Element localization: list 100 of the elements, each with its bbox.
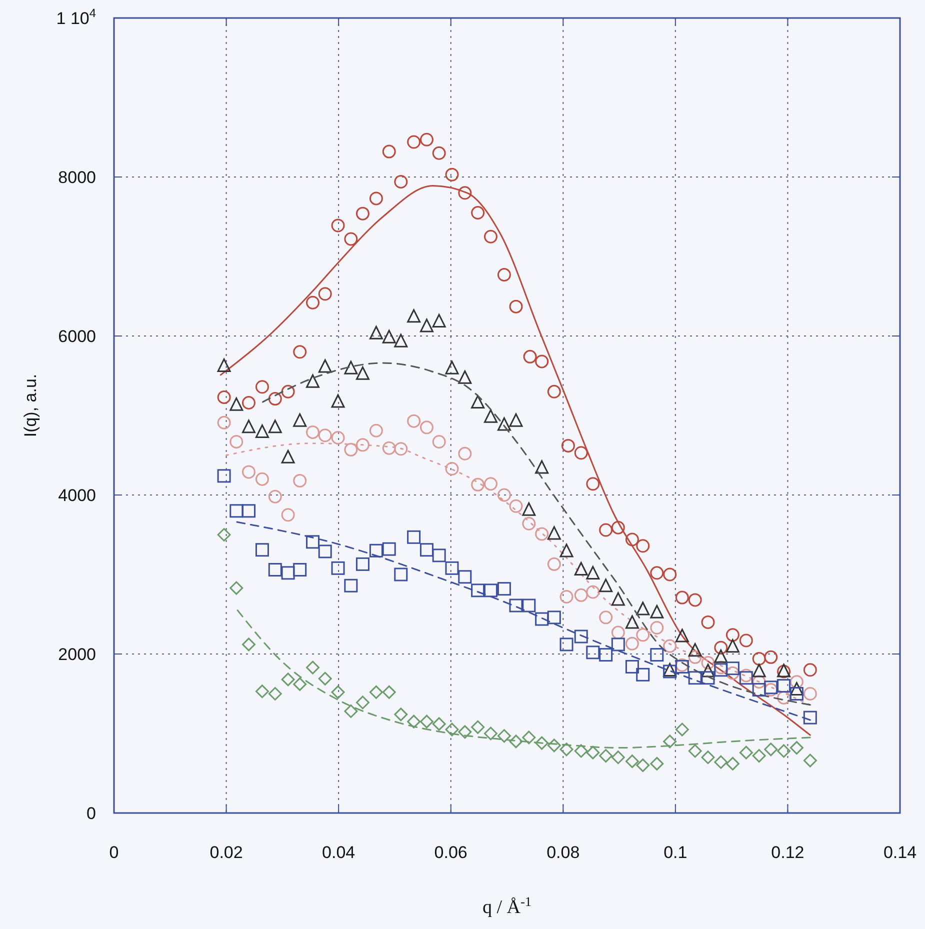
point [382,441,396,455]
point [586,477,600,491]
point [803,687,817,700]
point [420,714,434,728]
point [574,446,588,460]
point [293,562,307,576]
point [445,360,459,374]
point [611,592,625,606]
point [650,621,664,635]
point [484,409,498,423]
point [382,542,396,556]
point [522,502,536,516]
point [306,660,320,674]
point [445,462,459,476]
point [509,413,523,427]
point [636,539,650,553]
point [547,526,561,540]
point [790,741,804,755]
y-tick-label: 6000 [58,327,96,346]
point [484,726,498,740]
point [407,135,421,149]
point [268,392,282,406]
point [230,504,244,518]
point [471,584,485,598]
point [739,668,753,682]
point [752,683,766,697]
point [458,186,472,200]
x-tick-label: 0.08 [546,843,580,862]
point [560,590,574,604]
point [714,649,728,663]
point [650,566,664,580]
point [217,358,231,372]
point [318,287,332,301]
point [369,685,383,699]
point [688,593,702,607]
point [586,585,600,599]
point [599,610,613,624]
point [701,664,715,678]
point [688,671,702,685]
point [663,734,677,748]
point [484,477,498,491]
point [255,543,269,557]
point [803,663,817,677]
point [318,672,332,686]
x-tick-label: 0.14 [883,843,917,862]
point [497,729,511,743]
point [394,334,408,348]
point [344,232,358,246]
point [293,413,307,427]
point [306,374,320,388]
x-tick-label: 0.04 [322,843,356,862]
point [650,648,664,662]
point [739,671,753,685]
point [242,396,256,410]
x-tick-label: 0.02 [210,843,243,862]
point [739,746,753,760]
point [663,568,677,582]
y-tick-label: 1 10$^{4}$ [56,6,96,28]
point [586,566,600,580]
point [777,744,791,758]
point [394,708,408,722]
point [471,478,485,492]
point [574,588,588,602]
point [356,366,370,380]
point [752,664,766,678]
point [407,414,421,428]
point [547,384,561,398]
point [714,640,728,654]
point [356,206,370,220]
point [242,465,256,479]
point [764,742,778,756]
point [497,268,511,282]
point [255,472,269,486]
point [255,684,269,698]
point [331,218,345,232]
point [217,528,231,542]
point [509,499,523,513]
point [790,687,804,700]
line-series [220,184,811,736]
point [268,687,282,700]
point [242,504,256,518]
point [217,390,231,404]
point [611,638,625,652]
x-tick-label: 0 [109,843,119,862]
point [752,652,766,666]
point [394,442,408,456]
point [344,704,358,718]
point [471,206,485,220]
point [445,168,459,182]
point [599,648,613,662]
point [625,615,639,629]
point [382,144,396,158]
point [777,690,791,704]
point [318,428,332,442]
point [509,300,523,314]
point [356,696,370,710]
point [281,508,295,522]
point [318,544,332,558]
point [445,561,459,575]
point [471,395,485,409]
